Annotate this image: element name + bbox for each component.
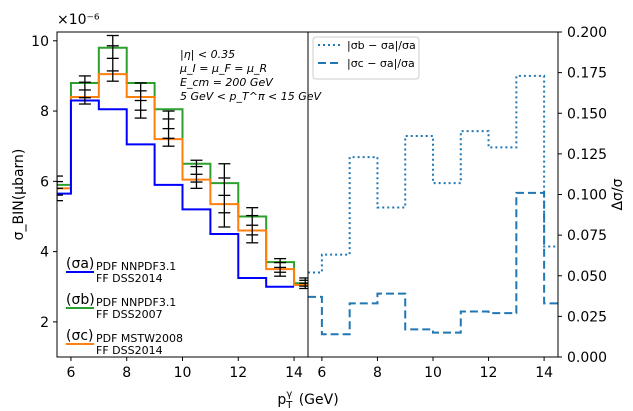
right-y-tick-label: 0.050	[567, 269, 607, 285]
errorbar	[190, 159, 203, 190]
right-y-tick-label: 0.000	[567, 350, 607, 366]
legend-line2: FF DSS2007	[96, 308, 163, 321]
x-tick-label: 12	[229, 365, 247, 381]
right-y-tick-label: 0.025	[567, 309, 607, 325]
legend-line1: PDF NNPDF3.1	[96, 260, 176, 273]
legend-box	[312, 36, 420, 80]
errorbar	[134, 82, 147, 119]
legend-line1: PDF NNPDF3.1	[96, 296, 176, 309]
series-c-step	[57, 73, 308, 286]
right-y-axis-label: Δσ/σ	[610, 178, 626, 210]
x-tick-label: 6	[66, 365, 75, 381]
legend-symbol: (σa)	[66, 256, 94, 272]
y-scale-label: ×10⁻⁶	[57, 12, 100, 28]
legend-line1: PDF MSTW2008	[96, 332, 183, 345]
right-legend: |σb − σa|/σa |σc − σa|/σa	[312, 36, 420, 80]
legend-line2: FF DSS2014	[96, 344, 163, 357]
errorbar	[299, 277, 308, 290]
series-a-step	[57, 99, 295, 288]
legend-entry: (σa) PDF NNPDF3.1FF DSS2014	[66, 256, 176, 285]
errorbar	[78, 75, 91, 105]
x-tick-label: 8	[373, 365, 382, 381]
errorbar	[274, 257, 287, 277]
errorbar	[57, 175, 63, 202]
legend-symbol: (σb)	[66, 292, 95, 308]
annotation-line: 5 GeV < p_T^π < 15 GeV	[180, 90, 323, 103]
x-tick-label: 14	[285, 365, 303, 381]
x-tick-label: 8	[122, 365, 131, 381]
y-tick-label: 6	[40, 174, 49, 190]
errorbar	[218, 163, 231, 228]
annotation-line: μ_I = μ_F = μ_R	[179, 62, 267, 75]
x-tick-label: 12	[480, 365, 498, 381]
x-tick-label: 10	[174, 365, 192, 381]
right-y-tick-label: 0.150	[567, 106, 607, 122]
right-frame	[307, 31, 559, 358]
x-tick-label: 10	[424, 365, 442, 381]
y-tick-label: 8	[40, 104, 49, 120]
legend-symbol: (σc)	[66, 328, 94, 344]
legend-label: |σb − σa|/σa	[347, 39, 416, 52]
legend-entry: (σb) PDF NNPDF3.1FF DSS2007	[66, 292, 176, 321]
right-y-tick-label: 0.100	[567, 188, 607, 204]
left-panel: 2 4 6 8 10 6 8 10 12 14 ×10⁻⁶ σ_BIN(μbarn) |η| < 0.3…	[11, 12, 323, 381]
right-plot-area	[308, 74, 558, 336]
annotation-line: E_cm = 200 GeV	[180, 76, 274, 89]
left-plot-area	[57, 34, 308, 290]
y-tick-label: 4	[40, 245, 49, 261]
right-y-tick-label: 0.125	[567, 147, 607, 163]
right-y-tick-label: 0.075	[567, 228, 607, 244]
legend-label: |σc − σa|/σa	[347, 57, 415, 70]
errorbar	[162, 110, 175, 147]
right-panel: 0.000 0.025 0.050 0.075 0.100 0.125 0.150 0.175…	[307, 25, 626, 381]
y-tick-label: 10	[31, 34, 49, 50]
ratio-series-b	[308, 74, 558, 274]
x-tick-label: 6	[317, 365, 326, 381]
annotation-line: |η| < 0.35	[180, 48, 235, 61]
legend-line2: FF DSS2014	[96, 272, 163, 285]
right-y-tick-label: 0.200	[567, 25, 607, 41]
x-tick-label: 14	[535, 365, 553, 381]
x-axis-label: pTγ (GeV)	[277, 389, 338, 411]
y-axis-label: σ_BIN(μbarn)	[11, 149, 27, 241]
right-y-tick-label: 0.175	[567, 66, 607, 82]
errorbar	[246, 207, 259, 244]
y-tick-label: 2	[40, 315, 49, 331]
errorbar	[106, 34, 119, 82]
ratio-series-c	[308, 191, 558, 336]
